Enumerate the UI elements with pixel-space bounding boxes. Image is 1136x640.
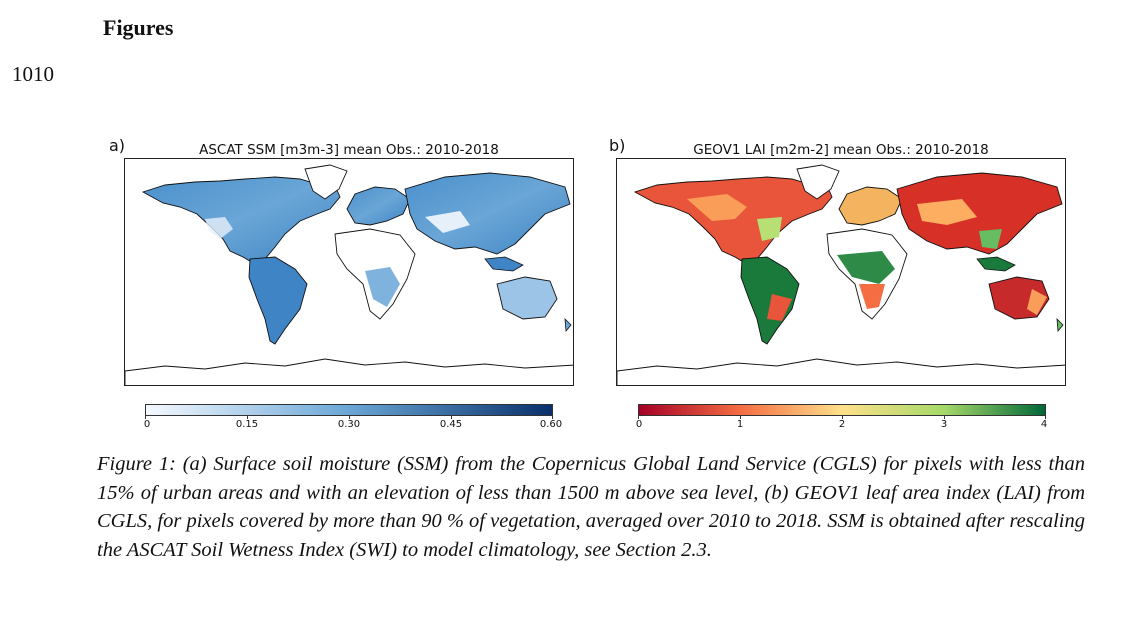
continent-australia bbox=[496, 276, 558, 320]
continent-asia bbox=[896, 172, 1063, 255]
colorbar-b-tickmark bbox=[842, 416, 843, 419]
colorbar-a-tick-label: 0 bbox=[143, 419, 151, 430]
panel-a-title: ASCAT SSM [m3m-3] mean Obs.: 2010-2018 bbox=[199, 142, 499, 158]
colorbar-b-tick-label: 1 bbox=[736, 419, 744, 430]
colorbar-b-tickmark bbox=[638, 416, 639, 419]
line-number: 1010 bbox=[12, 62, 54, 86]
colorbar-a-tick-label: 0.60 bbox=[539, 419, 563, 430]
continent-south-america bbox=[248, 256, 308, 345]
world-map-leaf-area-index bbox=[616, 158, 1066, 386]
continent-antarctica bbox=[617, 358, 1065, 385]
continent-antarctica bbox=[125, 358, 573, 385]
continent-europe bbox=[838, 186, 903, 226]
colorbar-leaf-area-index bbox=[638, 404, 1046, 416]
panel-b-title: GEOV1 LAI [m2m-2] mean Obs.: 2010-2018 bbox=[693, 142, 989, 158]
colorbar-b-tick-label: 3 bbox=[940, 419, 948, 430]
continent-north-america bbox=[141, 173, 341, 264]
continent-greenland bbox=[304, 164, 348, 200]
colorbar-a-tick-label: 0.45 bbox=[439, 419, 463, 430]
colorbar-b-tickmark bbox=[944, 416, 945, 419]
colorbar-a-tickmark bbox=[552, 416, 553, 419]
figure-caption: Figure 1: (a) Surface soil moisture (SSM… bbox=[97, 453, 1085, 561]
colorbar-a-tick-label: 0.30 bbox=[337, 419, 361, 430]
colorbar-b-tickmark bbox=[740, 416, 741, 419]
continent-south-america bbox=[740, 256, 800, 345]
colorbar-b-tick-label: 0 bbox=[635, 419, 643, 430]
continent-europe bbox=[346, 186, 411, 226]
continent-asia bbox=[404, 172, 571, 255]
colorbar-soil-moisture bbox=[145, 404, 553, 416]
colorbar-a-tickmark bbox=[451, 416, 452, 419]
colorbar-a-tickmark bbox=[247, 416, 248, 419]
colorbar-b-tick-label: 2 bbox=[838, 419, 846, 430]
world-map-soil-moisture bbox=[124, 158, 574, 386]
colorbar-a-tickmark bbox=[145, 416, 146, 419]
colorbar-b-tickmark bbox=[1045, 416, 1046, 419]
section-heading: Figures bbox=[103, 15, 174, 40]
colorbar-a-tick-label: 0.15 bbox=[235, 419, 259, 430]
panel-b-letter: b) bbox=[609, 136, 626, 155]
colorbar-a-tickmark bbox=[349, 416, 350, 419]
colorbar-b-tick-label: 4 bbox=[1040, 419, 1048, 430]
continent-greenland bbox=[796, 164, 840, 200]
panel-a-letter: a) bbox=[109, 136, 126, 155]
